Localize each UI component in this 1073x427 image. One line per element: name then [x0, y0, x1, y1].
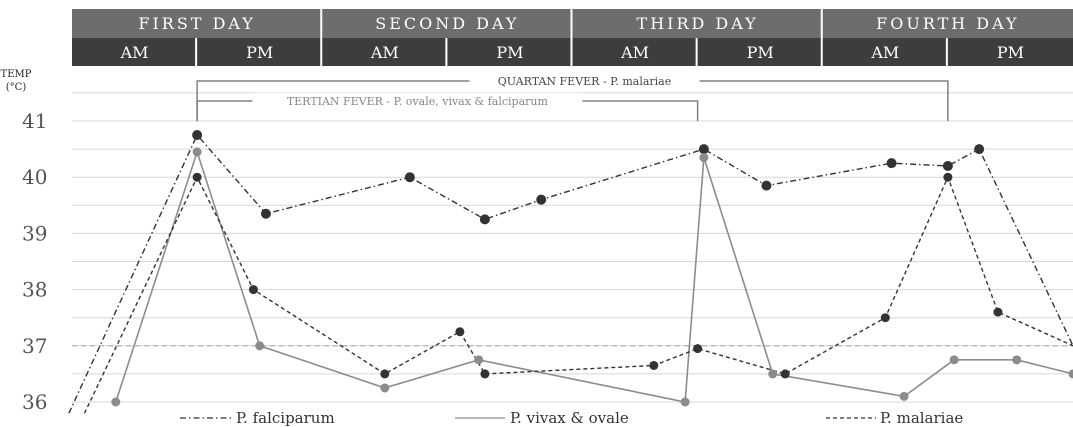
half-day-header-row: AM PM AM PM AM PM AM PM: [72, 38, 1073, 66]
data-point: [192, 147, 202, 157]
y-tick-label: 41: [22, 109, 47, 133]
y-tick-label: 37: [22, 334, 47, 358]
y-tick-label: 39: [22, 221, 47, 245]
half-day-header-cell: [72, 38, 196, 66]
quartan-label: QUARTAN FEVER - P. malariae: [498, 75, 672, 88]
data-point: [380, 369, 390, 379]
half-day-header-label: AM: [370, 43, 399, 62]
half-day-header-cell: [947, 38, 1073, 66]
data-point: [255, 341, 265, 351]
data-point: [248, 285, 258, 295]
data-point: [693, 344, 703, 354]
legend-label: P. vivax & ovale: [510, 409, 629, 427]
day-header-cell: [572, 9, 821, 38]
data-point: [192, 172, 202, 182]
tertian-bracket: TERTIAN FEVER - P. ovale, vivax & falcip…: [196, 93, 699, 121]
half-day-header-cell: [572, 38, 696, 66]
data-point: [761, 180, 772, 191]
data-point: [680, 397, 690, 407]
series-line: [68, 133, 1073, 414]
quartan-bracket: QUARTAN FEVER - P. malariae: [196, 73, 949, 121]
tertian-label-bg: [252, 93, 583, 109]
data-point: [480, 369, 490, 379]
data-point: [380, 383, 390, 393]
data-point: [780, 369, 790, 379]
y-tick-labels: 36 37 38 39 40 41: [22, 109, 47, 414]
day-header-cell: [72, 9, 321, 38]
data-point: [474, 355, 484, 365]
data-point: [974, 144, 985, 155]
data-point: [1068, 369, 1073, 379]
y-tick-label: 36: [22, 390, 47, 414]
half-day-header-label: PM: [496, 43, 523, 62]
data-point: [886, 158, 897, 169]
data-point: [880, 313, 890, 323]
half-day-header-cell: [322, 38, 446, 66]
day-header-label: SECOND DAY: [375, 14, 519, 33]
day-header-label: FOURTH DAY: [876, 14, 1019, 33]
half-day-header-cell: [447, 38, 571, 66]
day-header-cell: [822, 9, 1073, 38]
data-point: [699, 153, 709, 163]
legend-label: P. falciparum: [236, 409, 335, 427]
half-day-header-label: AM: [620, 43, 649, 62]
legend-label: P. malariae: [880, 409, 963, 427]
half-day-header-label: PM: [246, 43, 273, 62]
data-point: [260, 208, 271, 219]
data-point: [768, 369, 778, 379]
data-point: [949, 355, 959, 365]
data-point: [942, 160, 953, 171]
quartan-label-bg: [469, 73, 700, 89]
data-point: [455, 327, 465, 337]
data-point: [111, 397, 121, 407]
tertian-label: TERTIAN FEVER - P. ovale, vivax & falcip…: [287, 95, 549, 108]
y-tick-label: 40: [22, 165, 47, 189]
half-day-header-label: PM: [997, 43, 1024, 62]
data-point: [536, 194, 547, 205]
half-day-header-label: PM: [747, 43, 774, 62]
gridlines: [72, 92, 1073, 403]
series-line: [115, 149, 1073, 403]
day-header-label: FIRST DAY: [138, 14, 255, 33]
half-day-header-cell: [197, 38, 321, 66]
data-point: [649, 360, 659, 370]
legend: P. falciparum P. vivax & ovale P. malariae: [160, 408, 1040, 427]
series-line: [83, 175, 1073, 414]
data-point: [192, 130, 203, 141]
data-point: [899, 391, 909, 401]
y-tick-label: 38: [22, 278, 47, 302]
y-axis-unit: (°C): [6, 82, 27, 93]
data-point: [698, 144, 709, 155]
y-axis-label: TEMP: [1, 69, 32, 80]
half-day-header-label: AM: [120, 43, 149, 62]
data-point: [993, 307, 1003, 317]
half-day-header-cell: [697, 38, 821, 66]
data-point: [479, 214, 490, 225]
day-header-row: FIRST DAY SECOND DAY THIRD DAY FOURTH DAY: [72, 9, 1073, 38]
data-point: [1012, 355, 1022, 365]
half-day-header-cell: [822, 38, 946, 66]
half-day-header-label: AM: [870, 43, 899, 62]
day-header-cell: [322, 9, 571, 38]
legend-bg: [160, 408, 1040, 427]
data-point: [404, 172, 415, 183]
data-point: [943, 172, 953, 182]
series-points: [111, 130, 1073, 407]
fever-brackets: QUARTAN FEVER - P. malariae TERTIAN FEVER…: [196, 73, 949, 121]
day-header-label: THIRD DAY: [637, 14, 759, 33]
